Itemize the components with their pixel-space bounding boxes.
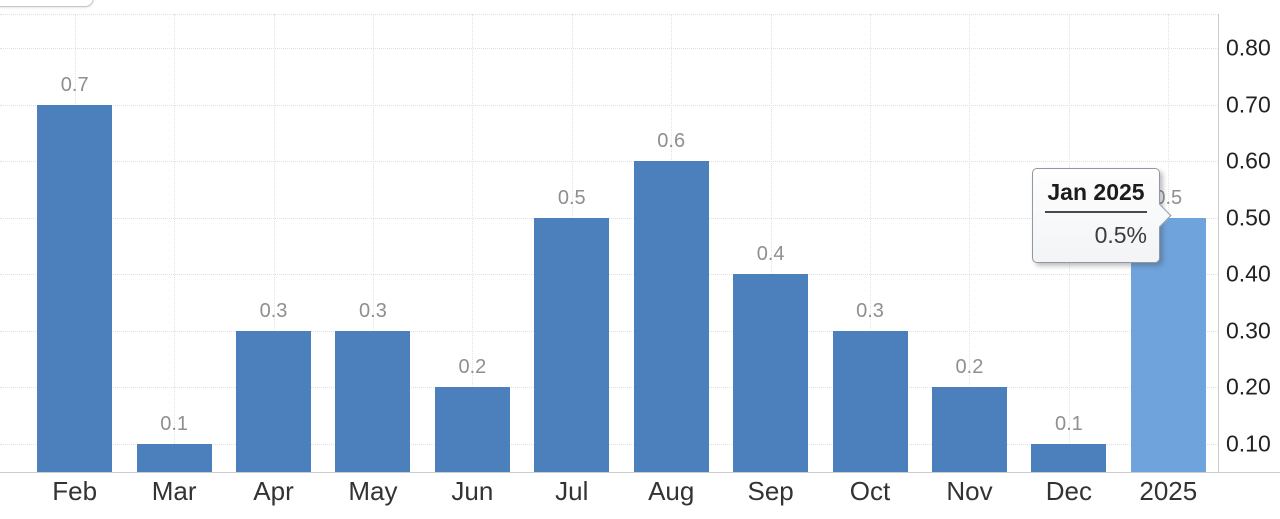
y-axis-label-0.10: 0.10	[1226, 430, 1271, 457]
x-axis-label-Feb: Feb	[52, 476, 98, 506]
bar-Jul[interactable]	[534, 218, 610, 472]
plot-top-gridline	[0, 14, 1218, 15]
vgridline-Apr	[273, 14, 275, 472]
y-axis-label-0.60: 0.60	[1226, 147, 1271, 174]
x-axis-label-Sep: Sep	[747, 476, 794, 506]
x-axis-label-Jul: Jul	[555, 476, 589, 506]
x-axis-label-Oct: Oct	[849, 476, 891, 506]
vgridline-Nov	[969, 14, 971, 472]
bar-value-label-Oct: 0.3	[856, 300, 884, 322]
x-axis-label-Mar: Mar	[151, 476, 197, 506]
bar-value-label-Feb: 0.7	[60, 74, 89, 96]
bar-Sep[interactable]	[733, 274, 809, 472]
x-axis-label-2025: 2025	[1139, 476, 1198, 506]
bar-Jun[interactable]	[434, 387, 510, 472]
x-axis-line	[0, 472, 1280, 473]
y-axis-label-0.20: 0.20	[1226, 373, 1271, 400]
tooltip-value: 0.5%	[1094, 222, 1147, 248]
bar-Nov[interactable]	[931, 387, 1007, 472]
vgridline-Sep	[770, 14, 772, 472]
bar-Aug[interactable]	[633, 161, 709, 472]
cutoff-button-top-left[interactable]	[0, 0, 94, 7]
bar-Apr[interactable]	[236, 331, 312, 472]
hgridline-0.60	[0, 161, 1218, 163]
bar-value-label-2025: 0.5	[1154, 187, 1183, 209]
bar-value-label-Sep: 0.4	[756, 243, 785, 265]
hgridline-0.70	[0, 104, 1218, 106]
bar-May[interactable]	[335, 331, 411, 472]
y-axis-label-0.30: 0.30	[1226, 317, 1271, 344]
bar-value-label-Apr: 0.3	[259, 300, 288, 322]
bar-value-label-May: 0.3	[359, 300, 387, 322]
vgridline-Jun	[472, 14, 474, 472]
y-axis-line	[1218, 14, 1219, 472]
bar-value-label-Dec: 0.1	[1054, 413, 1083, 435]
bar-value-label-Jul: 0.5	[557, 187, 586, 209]
x-axis-label-Jun: Jun	[451, 476, 494, 506]
bar-Feb[interactable]	[37, 105, 113, 472]
vgridline-Mar	[174, 14, 176, 472]
x-axis-label-Dec: Dec	[1045, 476, 1092, 506]
x-axis-label-Nov: Nov	[946, 476, 993, 506]
x-axis-label-Apr: Apr	[253, 476, 294, 506]
bar-value-label-Nov: 0.2	[955, 356, 984, 378]
bar-Mar[interactable]	[136, 444, 212, 472]
tooltip: Jan 2025 0.5%	[1032, 168, 1172, 263]
y-axis-label-0.80: 0.80	[1226, 34, 1271, 61]
y-axis-label-0.40: 0.40	[1226, 260, 1271, 287]
hgridline-0.80	[0, 48, 1218, 50]
y-axis-label-0.50: 0.50	[1226, 204, 1271, 231]
vgridline-May	[372, 14, 374, 472]
x-axis-label-May: May	[348, 476, 398, 506]
bar-value-label-Aug: 0.6	[657, 130, 686, 152]
bar-Dec[interactable]	[1031, 444, 1107, 472]
x-axis-label-Aug: Aug	[648, 476, 695, 506]
y-axis-label-0.70: 0.70	[1226, 91, 1271, 118]
bar-value-label-Jun: 0.2	[458, 356, 487, 378]
tooltip-title: Jan 2025	[1045, 179, 1147, 213]
vgridline-Oct	[870, 14, 872, 472]
bar-value-label-Mar: 0.1	[160, 413, 189, 435]
bar-Oct[interactable]	[832, 331, 908, 472]
